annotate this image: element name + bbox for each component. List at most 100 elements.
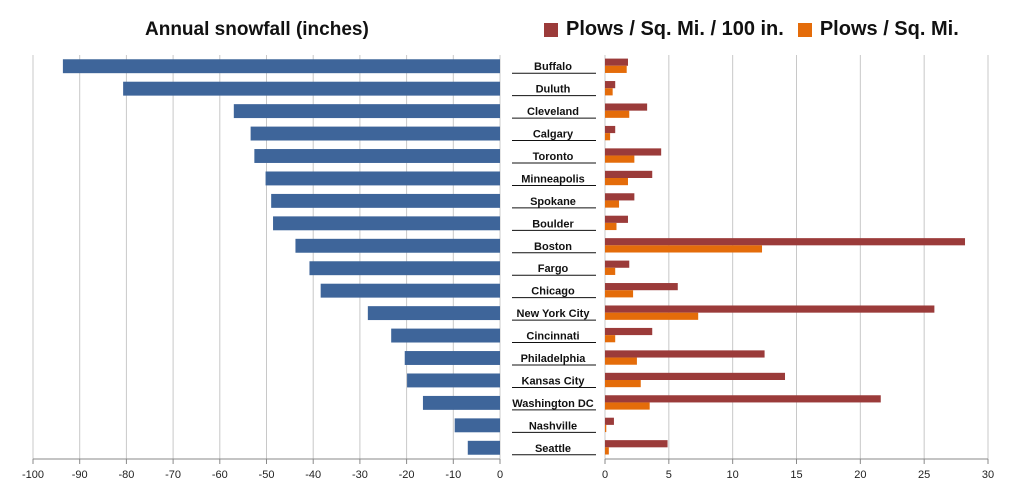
snowfall-bar-fargo (309, 261, 500, 276)
city-label-toronto: Toronto (533, 151, 574, 163)
left-x-tick-label: -30 (352, 469, 368, 481)
right-x-tick-label: 15 (790, 469, 802, 481)
city-label-duluth: Duluth (536, 84, 571, 96)
left-x-tick-label: -50 (259, 469, 275, 481)
plows-per-100in-bar-boston (605, 238, 966, 246)
plows-per-100in-bar-washington-dc (605, 395, 881, 403)
plows-per-100in-bar-boulder (605, 215, 628, 223)
plows-per-sqmi-bar-calgary (605, 133, 611, 141)
plows-per-100in-bar-duluth (605, 81, 616, 89)
plows-per-100in-bar-toronto (605, 148, 662, 156)
city-label-cleveland: Cleveland (527, 106, 579, 118)
snowfall-bar-buffalo (62, 59, 500, 74)
plows-per-sqmi-bar-nashville (605, 424, 607, 433)
left-x-tick-label: -60 (212, 469, 228, 481)
snowfall-bar-spokane (271, 193, 500, 208)
plows-per-100in-bar-minneapolis (605, 170, 653, 178)
plows-per-sqmi-bar-cleveland (605, 110, 630, 118)
plows-per-100in-bar-nashville (605, 417, 614, 425)
city-label-chicago: Chicago (531, 286, 575, 298)
snowfall-bar-chicago (320, 283, 500, 298)
plows-per-sqmi-bar-minneapolis (605, 177, 628, 186)
plows-per-sqmi-bar-boston (605, 245, 763, 253)
left-x-tick-label: -10 (445, 469, 461, 481)
right-x-tick-label: 25 (918, 469, 930, 481)
right-x-tick-label: 5 (666, 469, 672, 481)
plows-per-sqmi-bar-spokane (605, 200, 620, 208)
snowfall-bar-boston (295, 238, 500, 253)
legend: Plows / Sq. Mi. / 100 in. Plows / Sq. Mi… (544, 18, 973, 41)
snowfall-bar-duluth (123, 81, 501, 96)
city-label-kansas-city: Kansas City (522, 375, 586, 387)
legend-swatch-plows-per-100in (544, 22, 558, 37)
city-label-nashville: Nashville (529, 420, 577, 432)
left-x-tick-label: -70 (165, 469, 181, 481)
city-label-boston: Boston (534, 241, 572, 253)
city-label-seattle: Seattle (535, 443, 571, 455)
plows-per-100in-bar-cincinnati (605, 327, 653, 336)
snowfall-bar-calgary (250, 126, 500, 141)
city-label-washington-dc: Washington DC (512, 398, 594, 410)
city-label-buffalo: Buffalo (534, 61, 572, 73)
city-label-fargo: Fargo (538, 263, 569, 275)
left-x-tick-label: -40 (305, 469, 321, 481)
snowfall-bar-washington-dc (422, 395, 500, 410)
right-x-tick-label: 0 (602, 469, 608, 481)
snowfall-bar-seattle (467, 440, 500, 455)
plows-per-sqmi-bar-kansas-city (605, 379, 641, 388)
plows-per-100in-bar-buffalo (605, 58, 628, 66)
left-chart-title: Annual snowfall (inches) (145, 19, 369, 40)
legend-label-plows-per-sqmi: Plows / Sq. Mi. (819, 18, 959, 40)
city-label-cincinnati: Cincinnati (526, 331, 579, 343)
plows-per-100in-bar-fargo (605, 260, 630, 268)
plows-per-sqmi-bar-seattle (605, 447, 609, 455)
left-x-tick-label: -100 (22, 469, 44, 481)
legend-item-plows-per-100in: Plows / Sq. Mi. / 100 in. (544, 18, 784, 41)
plows-per-100in-bar-cleveland (605, 103, 648, 111)
snowfall-bar-minneapolis (265, 171, 500, 186)
right-x-tick-label: 20 (854, 469, 866, 481)
plows-per-sqmi-bar-buffalo (605, 65, 627, 73)
left-x-tick-label: -80 (118, 469, 134, 481)
plows-per-100in-bar-chicago (605, 283, 678, 291)
city-label-boulder: Boulder (532, 218, 574, 230)
right-x-tick-label: 10 (727, 469, 739, 481)
plows-per-sqmi-bar-washington-dc (605, 402, 650, 410)
plows-per-sqmi-bar-fargo (605, 267, 616, 275)
plows-per-sqmi-bar-duluth (605, 88, 613, 96)
snowfall-bar-boulder (273, 216, 500, 231)
city-label-new-york-city: New York City (517, 308, 591, 320)
snowfall-bar-cincinnati (391, 328, 500, 343)
city-label-minneapolis: Minneapolis (521, 173, 585, 185)
city-label-philadelphia: Philadelphia (521, 353, 587, 365)
plows-per-100in-bar-new-york-city (605, 305, 935, 313)
legend-swatch-plows-per-sqmi (797, 22, 812, 37)
snowfall-bar-kansas-city (407, 373, 500, 388)
legend-label-plows-per-100in: Plows / Sq. Mi. / 100 in. (566, 18, 784, 40)
plows-per-sqmi-bar-philadelphia (605, 357, 637, 365)
plows-per-100in-bar-kansas-city (605, 372, 786, 380)
right-x-tick-label: 30 (982, 469, 994, 481)
plows-per-sqmi-bar-cincinnati (605, 335, 616, 343)
legend-item-plows-per-sqmi: Plows / Sq. Mi. (797, 18, 959, 41)
snowfall-bar-toronto (254, 149, 500, 163)
left-x-tick-label: -20 (399, 469, 415, 481)
plows-per-sqmi-bar-chicago (605, 290, 634, 298)
city-label-spokane: Spokane (530, 196, 576, 208)
snowfall-bar-new-york-city (367, 306, 500, 321)
plows-per-100in-bar-spokane (605, 193, 635, 201)
city-label-calgary: Calgary (533, 129, 574, 141)
snowfall-bar-nashville (454, 418, 500, 433)
plows-per-sqmi-bar-boulder (605, 222, 617, 231)
left-x-tick-label: -90 (72, 469, 88, 481)
snowfall-bar-cleveland (233, 104, 500, 119)
plows-per-100in-bar-philadelphia (605, 350, 765, 358)
plows-per-100in-bar-calgary (605, 125, 616, 134)
snowfall-bar-philadelphia (404, 351, 500, 365)
plows-per-sqmi-bar-new-york-city (605, 312, 699, 320)
left-x-tick-label: 0 (497, 469, 503, 481)
plows-per-sqmi-bar-toronto (605, 155, 635, 163)
plows-per-100in-bar-seattle (605, 440, 668, 448)
